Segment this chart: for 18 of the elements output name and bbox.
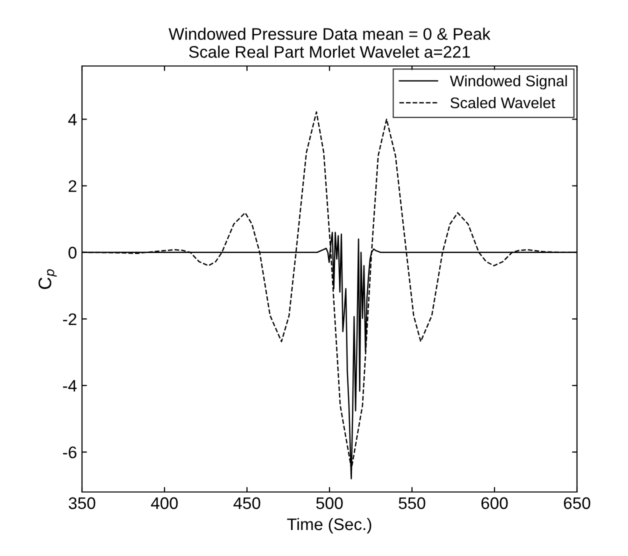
y-tick-label: -4 [63,380,77,392]
y-axis-title: C$_{p}$ [38,269,57,290]
y-tick-label: -6 [63,446,76,458]
x-tick-label: 500 [316,497,343,510]
legend-label: Scaled Wavelet [450,97,556,108]
x-axis-title: Time (Sec.) [287,518,372,534]
x-tick-label: 650 [564,497,590,510]
y-tick-label: 2 [68,180,76,192]
x-tick-label: 600 [481,497,508,510]
x-tick-label: 400 [150,497,178,510]
y-tick-label: -2 [63,313,76,325]
x-tick-label: 550 [398,497,426,510]
y-tick-label: 4 [68,114,77,126]
chart-title: Windowed Pressure Data mean = 0 & Peak Scale Real Part Morlet Wavelet a=221 [168,28,490,58]
legend-label: Windowed Signal [450,75,567,90]
x-tick-label: 450 [233,497,260,510]
y-tick-label: 0 [68,246,76,259]
x-tick-label: 350 [68,497,96,510]
